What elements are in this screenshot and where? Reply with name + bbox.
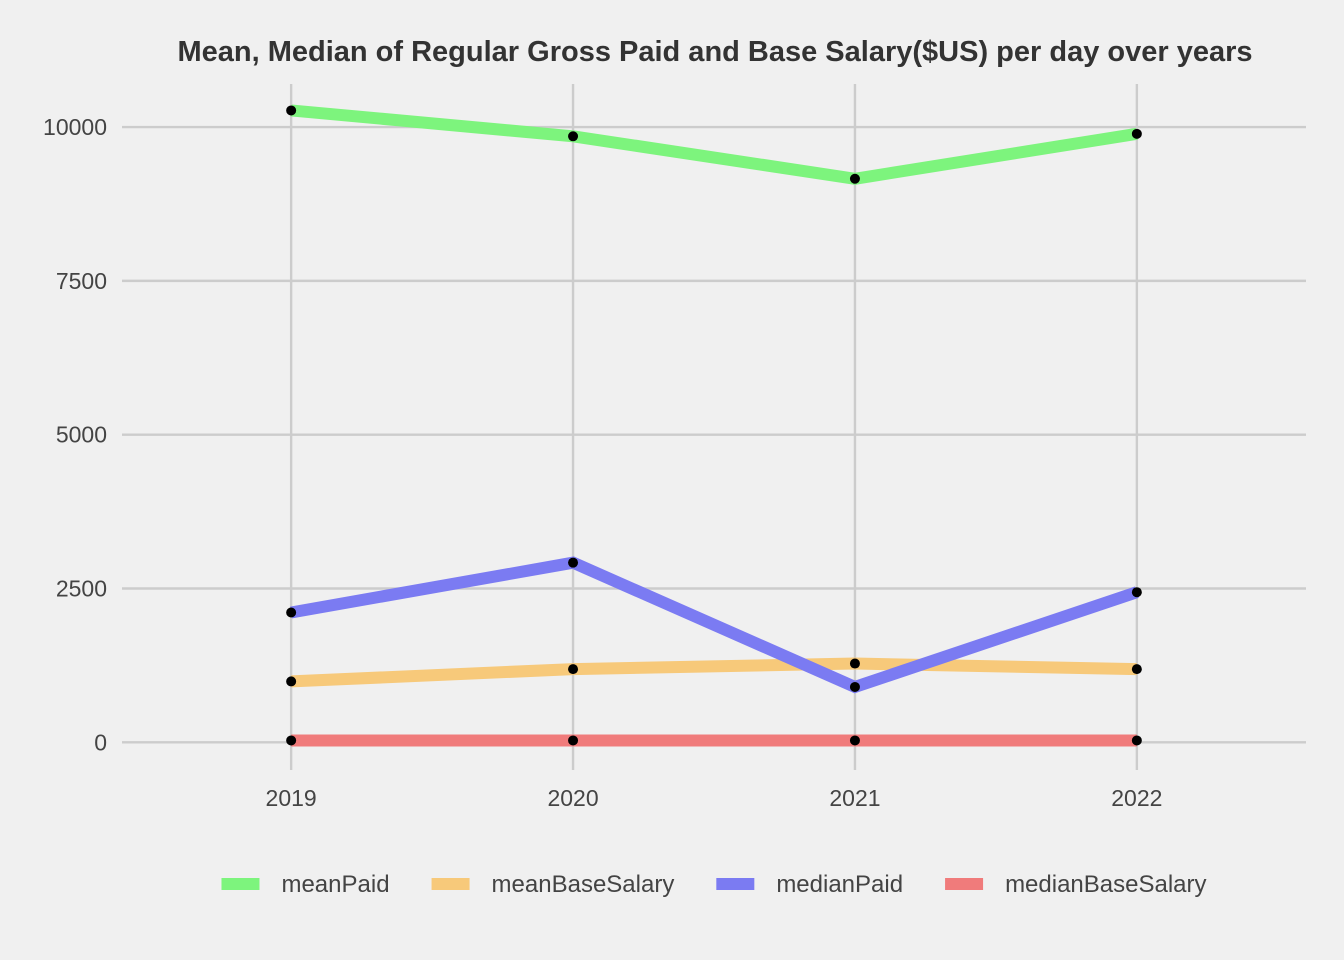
series-lines (290, 104, 1139, 747)
axis-tick-labels: 0 2500 5000 7500 10000 2019 2020 2021 2022 (43, 114, 1162, 811)
series-line-meanBaseSalary (290, 657, 1137, 688)
legend-label-meanPaid: meanPaid (281, 871, 389, 898)
grid (122, 84, 1306, 770)
data-point-meanPaid (1131, 128, 1142, 139)
data-point-meanPaid (568, 131, 579, 142)
x-tick-label: 2020 (547, 785, 598, 811)
y-tick-label: 5000 (56, 422, 107, 448)
series-line-meanPaid (290, 104, 1138, 185)
y-tick-label: 7500 (56, 268, 107, 294)
data-point-medianPaid (849, 681, 860, 692)
data-point-medianBaseSalary (568, 735, 579, 746)
data-point-medianBaseSalary (286, 735, 297, 746)
data-point-medianPaid (286, 607, 297, 618)
y-tick-label: 10000 (43, 114, 107, 140)
x-tick-label: 2021 (829, 785, 880, 811)
legend: meanPaid meanBaseSalary medianPaid medianBa… (221, 871, 1207, 898)
data-point-meanBaseSalary (1131, 664, 1142, 675)
series-line-medianPaid (290, 556, 1139, 694)
data-point-medianPaid (1131, 587, 1142, 598)
x-tick-label: 2022 (1111, 785, 1162, 811)
data-point-meanBaseSalary (568, 664, 579, 675)
data-points (286, 105, 1142, 746)
legend-key-medianPaid (716, 878, 755, 890)
data-point-meanPaid (286, 105, 297, 116)
data-point-medianBaseSalary (1131, 735, 1142, 746)
legend-label-medianPaid: medianPaid (776, 871, 903, 898)
legend-label-meanBaseSalary: meanBaseSalary (492, 871, 675, 898)
x-tick-label: 2019 (266, 785, 317, 811)
data-point-meanBaseSalary (849, 658, 860, 669)
legend-key-medianBaseSalary (945, 878, 984, 890)
data-point-meanPaid (849, 173, 860, 184)
y-tick-label: 2500 (56, 576, 107, 602)
chart-title: Mean, Median of Regular Gross Paid and B… (177, 36, 1252, 68)
legend-key-meanBaseSalary (431, 878, 470, 890)
y-tick-label: 0 (94, 729, 107, 755)
data-point-medianBaseSalary (849, 735, 860, 746)
data-point-medianPaid (568, 557, 579, 568)
data-point-meanBaseSalary (286, 676, 297, 687)
legend-key-meanPaid (221, 878, 260, 890)
legend-label-medianBaseSalary: medianBaseSalary (1005, 871, 1206, 898)
